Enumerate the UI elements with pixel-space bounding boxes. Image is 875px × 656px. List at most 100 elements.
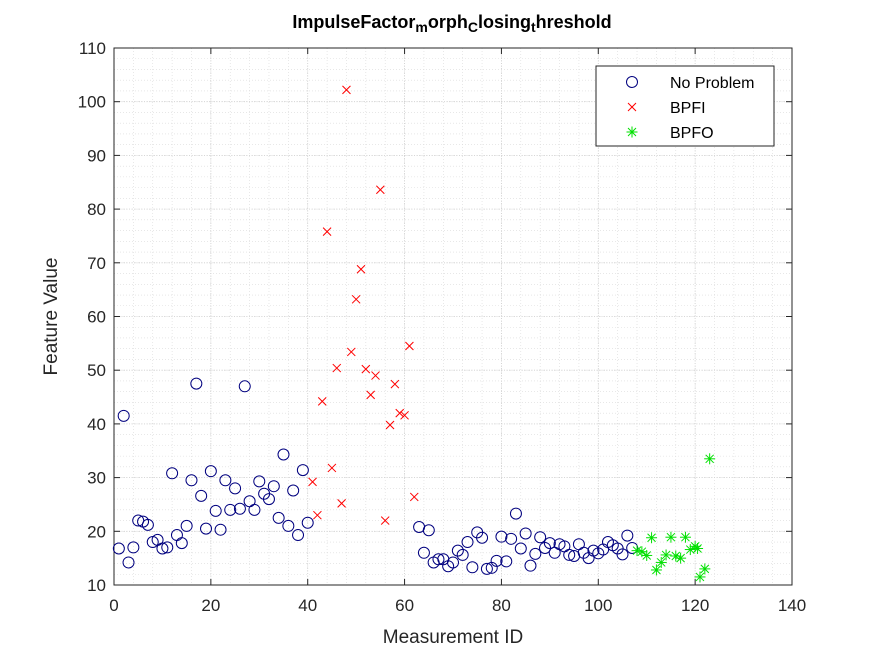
data-point <box>317 396 327 406</box>
data-point <box>400 410 409 420</box>
data-point <box>214 523 227 536</box>
data-point <box>417 546 430 559</box>
y-tick-label: 110 <box>79 39 106 58</box>
legend-entry: No Problem <box>626 75 754 92</box>
y-tick-label: 10 <box>87 576 106 595</box>
series-bpfo <box>631 453 716 583</box>
data-point <box>292 529 305 542</box>
series-bpfi <box>308 85 419 525</box>
data-point <box>456 548 469 561</box>
data-point <box>122 556 135 569</box>
data-point <box>313 510 322 520</box>
data-point <box>704 453 716 465</box>
data-point <box>224 503 237 516</box>
data-point <box>646 532 658 544</box>
x-tick-label: 60 <box>395 596 414 615</box>
chart-title: ImpulseFactormorphClosingthreshold <box>292 12 611 35</box>
data-point <box>267 480 280 493</box>
data-point <box>519 527 532 540</box>
x-tick-label: 100 <box>584 596 612 615</box>
data-point <box>679 531 691 543</box>
title-segment: C <box>468 19 478 35</box>
y-axis-label: Feature Value <box>41 258 62 376</box>
data-point <box>616 548 629 561</box>
data-point <box>361 364 371 374</box>
data-point <box>476 531 489 544</box>
data-point <box>480 562 493 575</box>
legend-marker <box>626 126 638 138</box>
data-point <box>195 489 208 502</box>
data-point <box>327 463 337 473</box>
x-tick-label: 40 <box>298 596 317 615</box>
legend-marker <box>626 76 638 88</box>
y-tick-label: 90 <box>87 146 106 165</box>
data-point <box>509 507 522 520</box>
data-point <box>204 465 217 478</box>
data-point <box>351 294 361 304</box>
data-point <box>342 85 351 95</box>
y-tick-label: 30 <box>87 469 106 488</box>
data-point <box>641 549 653 561</box>
data-point <box>175 537 188 550</box>
legend-label: BPFI <box>670 100 706 117</box>
data-point <box>409 492 419 502</box>
data-point <box>200 522 213 535</box>
data-point <box>636 546 648 558</box>
data-point <box>500 555 513 568</box>
data-point <box>229 482 242 495</box>
y-tick-label: 20 <box>87 522 106 541</box>
data-point <box>650 564 662 576</box>
data-point <box>447 556 459 569</box>
data-point <box>543 537 556 550</box>
data-point <box>371 371 380 380</box>
data-point <box>422 524 435 537</box>
legend: No Problem BPFI BPFO <box>595 65 775 147</box>
data-point <box>461 536 474 549</box>
x-tick-label: 120 <box>681 596 709 615</box>
y-tick-label: 50 <box>87 361 106 380</box>
title-segment: hreshold <box>536 12 612 32</box>
data-point <box>529 547 542 560</box>
data-point <box>495 530 508 543</box>
data-point <box>665 531 677 543</box>
data-point <box>366 390 376 400</box>
data-point <box>248 503 261 516</box>
x-tick-label: 0 <box>109 596 118 615</box>
data-point <box>675 552 687 564</box>
legend-label: No Problem <box>670 75 754 92</box>
data-point <box>405 341 414 351</box>
data-point <box>282 519 295 532</box>
data-point <box>539 541 552 554</box>
data-point <box>466 561 479 574</box>
data-point <box>395 408 405 418</box>
data-point <box>262 493 275 506</box>
data-point <box>287 484 300 497</box>
y-tick-label: 60 <box>87 308 106 327</box>
data-point <box>209 504 222 517</box>
data-point <box>621 529 634 542</box>
data-point <box>337 499 346 508</box>
data-point <box>670 550 682 562</box>
data-point <box>253 475 266 488</box>
title-segment: ImpulseFactor <box>292 12 415 32</box>
data-point <box>660 549 672 561</box>
data-point <box>219 474 232 487</box>
y-tick-label: 100 <box>78 93 106 112</box>
data-point <box>156 542 169 555</box>
data-point <box>332 363 342 373</box>
data-point <box>376 185 385 195</box>
data-point <box>308 477 317 487</box>
data-point <box>356 264 366 274</box>
data-point <box>684 544 696 556</box>
data-point <box>505 532 518 545</box>
data-point <box>692 542 704 554</box>
legend-marker <box>627 102 637 112</box>
data-point <box>655 556 667 568</box>
data-point <box>563 548 576 561</box>
data-point <box>385 420 395 430</box>
data-point <box>233 502 246 515</box>
data-point <box>180 519 193 532</box>
data-point <box>380 516 390 525</box>
x-tick-label: 80 <box>492 596 511 615</box>
data-point <box>272 511 285 524</box>
